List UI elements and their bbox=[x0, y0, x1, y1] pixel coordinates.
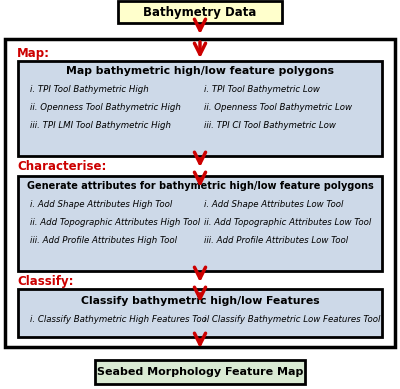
Text: ii. Add Topographic Attributes High Tool: ii. Add Topographic Attributes High Tool bbox=[30, 217, 200, 226]
Text: ii. Openness Tool Bathymetric Low: ii. Openness Tool Bathymetric Low bbox=[204, 102, 352, 112]
Text: iii. Add Profile Attributes Low Tool: iii. Add Profile Attributes Low Tool bbox=[204, 235, 348, 245]
Bar bbox=[5, 39, 395, 347]
Text: Characterise:: Characterise: bbox=[17, 159, 106, 172]
Text: iii. Add Profile Attributes High Tool: iii. Add Profile Attributes High Tool bbox=[30, 235, 177, 245]
Text: iii. TPI LMI Tool Bathymetric High: iii. TPI LMI Tool Bathymetric High bbox=[30, 121, 171, 130]
Text: Map:: Map: bbox=[17, 47, 50, 60]
Bar bbox=[18, 176, 382, 271]
Text: iii. TPI CI Tool Bathymetric Low: iii. TPI CI Tool Bathymetric Low bbox=[204, 121, 336, 130]
Bar bbox=[18, 61, 382, 156]
Bar bbox=[18, 289, 382, 337]
Text: i. Classify Bathymetric Low Features Tool: i. Classify Bathymetric Low Features Too… bbox=[204, 314, 380, 324]
Text: i. TPI Tool Bathymetric High: i. TPI Tool Bathymetric High bbox=[30, 84, 149, 93]
Bar bbox=[95, 360, 305, 384]
Text: i. TPI Tool Bathymetric Low: i. TPI Tool Bathymetric Low bbox=[204, 84, 320, 93]
Text: ii. Add Topographic Attributes Low Tool: ii. Add Topographic Attributes Low Tool bbox=[204, 217, 371, 226]
Text: ii. Openness Tool Bathymetric High: ii. Openness Tool Bathymetric High bbox=[30, 102, 181, 112]
Text: Generate attributes for bathymetric high/low feature polygons: Generate attributes for bathymetric high… bbox=[27, 181, 373, 191]
Bar bbox=[118, 1, 282, 23]
Text: i. Classify Bathymetric High Features Tool: i. Classify Bathymetric High Features To… bbox=[30, 314, 209, 324]
Text: Map bathymetric high/low feature polygons: Map bathymetric high/low feature polygon… bbox=[66, 66, 334, 76]
Text: i. Add Shape Attributes High Tool: i. Add Shape Attributes High Tool bbox=[30, 200, 172, 209]
Text: Bathymetry Data: Bathymetry Data bbox=[143, 5, 257, 19]
Text: Seabed Morphology Feature Map: Seabed Morphology Feature Map bbox=[97, 367, 303, 377]
Text: Classify bathymetric high/low Features: Classify bathymetric high/low Features bbox=[81, 296, 319, 306]
Text: i. Add Shape Attributes Low Tool: i. Add Shape Attributes Low Tool bbox=[204, 200, 343, 209]
Text: Classify:: Classify: bbox=[17, 275, 74, 287]
